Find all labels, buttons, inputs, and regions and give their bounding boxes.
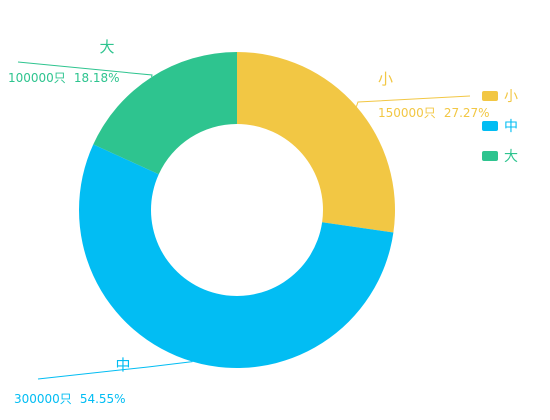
legend-item-large[interactable]: 大 — [482, 149, 518, 165]
slice-value-text: 300000只 — [14, 392, 72, 406]
slice-name-label-large: 大 — [99, 38, 114, 56]
legend-label: 中 — [504, 119, 518, 135]
slice-percent-text: 18.18% — [74, 71, 120, 85]
slice-value-label-small: 150000只 27.27% — [378, 106, 490, 120]
legend-item-small[interactable]: 小 — [482, 89, 518, 105]
legend-swatch — [482, 91, 498, 101]
leader-line-small — [355, 95, 471, 107]
legend-label: 小 — [504, 89, 518, 105]
legend: 小中大 — [482, 89, 518, 165]
leader-line-medium — [37, 361, 193, 380]
slice-percent-text: 27.27% — [444, 106, 490, 120]
legend-swatch — [482, 151, 498, 161]
slice-percent-text: 54.55% — [80, 392, 126, 406]
slice-medium[interactable] — [78, 144, 394, 369]
slice-value-text: 100000只 — [8, 71, 66, 85]
leader-line-large — [17, 61, 153, 78]
legend-label: 大 — [504, 149, 518, 165]
slice-value-label-large: 100000只 18.18% — [8, 71, 120, 85]
slice-name-label-medium: 中 — [115, 356, 130, 374]
label-leader-lines — [17, 61, 471, 380]
legend-item-medium[interactable]: 中 — [482, 119, 518, 135]
legend-swatch — [482, 121, 498, 131]
slice-value-text: 150000只 — [378, 106, 436, 120]
slice-large[interactable] — [93, 52, 238, 175]
slice-small[interactable] — [237, 52, 395, 233]
donut-slices — [78, 52, 395, 369]
slice-labels: 小 150000只 27.27% 中 300000只 54.55% 大 100000只 18.1… — [8, 38, 490, 406]
slice-value-label-medium: 300000只 54.55% — [14, 392, 126, 406]
slice-name-label-small: 小 — [378, 70, 393, 88]
